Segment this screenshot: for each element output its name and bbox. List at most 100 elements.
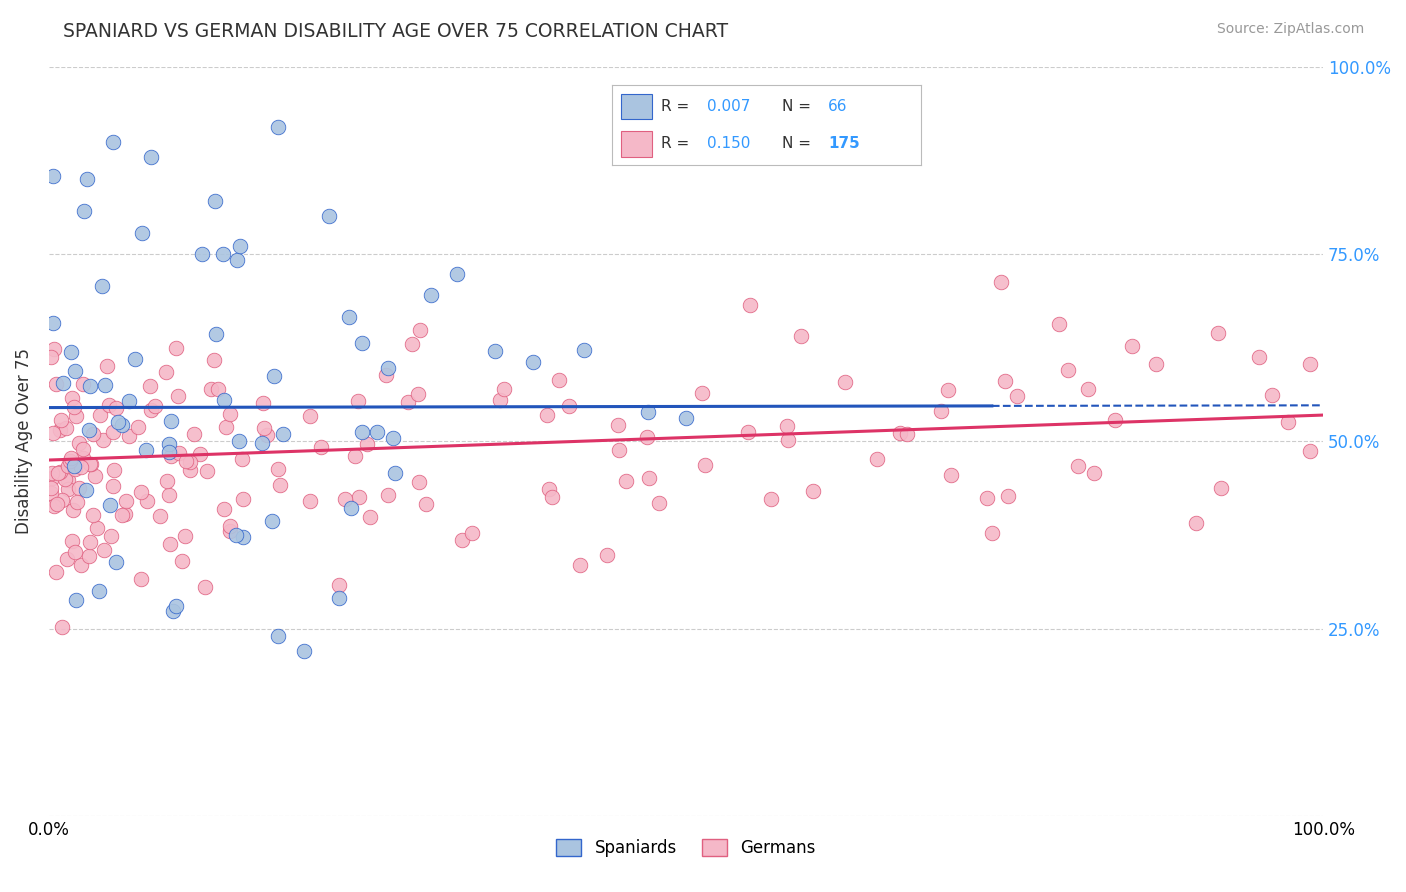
Point (72, 451, 94, 466)
Point (834, 375, 856, 389)
Point (267, 629, 290, 643)
Point (63, 462, 86, 476)
Point (98, 498, 121, 512)
Point (77, 423, 100, 437)
Point (1121, 339, 1143, 353)
Point (143, 399, 166, 413)
Point (79, 535, 101, 549)
Point (1083, 467, 1105, 481)
Point (156, 474, 179, 488)
Point (141, 403, 163, 417)
Point (298, 493, 321, 508)
Y-axis label: Disability Age Over 75: Disability Age Over 75 (15, 348, 32, 534)
Point (41, 485, 63, 500)
Point (637, 405, 659, 419)
Point (41, 471, 63, 485)
Point (420, 287, 443, 301)
Point (55, 421, 77, 435)
Point (675, 411, 697, 425)
Point (384, 467, 406, 481)
Point (737, 425, 759, 439)
Point (165, 599, 187, 614)
Point (90, 279, 112, 293)
Point (42, 342, 65, 356)
Point (648, 496, 671, 510)
Point (60, 534, 83, 549)
Point (1005, 389, 1028, 403)
Point (997, 489, 1019, 503)
Point (98, 398, 121, 412)
Point (340, 501, 363, 516)
Point (46, 497, 69, 511)
Point (159, 437, 181, 451)
Point (548, 373, 571, 387)
Point (759, 492, 782, 507)
Point (105, 555, 128, 569)
Point (82, 508, 104, 522)
Point (271, 426, 294, 441)
Point (107, 415, 129, 429)
Point (540, 490, 562, 504)
Point (115, 493, 138, 508)
Point (789, 329, 811, 343)
Point (596, 548, 619, 562)
Point (1260, 388, 1282, 402)
Point (778, 433, 800, 447)
Point (212, 392, 235, 407)
Point (135, 442, 157, 457)
Point (41, 425, 63, 440)
Point (1066, 458, 1088, 473)
Point (39, 481, 62, 495)
Point (218, 407, 240, 421)
Point (76, 172, 98, 186)
Point (129, 485, 152, 500)
Point (204, 194, 226, 209)
Point (536, 408, 558, 422)
Point (103, 463, 125, 477)
Point (1184, 516, 1206, 531)
Point (994, 374, 1017, 388)
Point (408, 475, 430, 489)
Point (159, 537, 181, 551)
Point (377, 488, 399, 502)
Bar (621, 131, 652, 157)
Point (172, 554, 194, 568)
Point (165, 342, 187, 356)
Point (1277, 416, 1299, 430)
Point (374, 368, 396, 382)
Point (72, 442, 94, 456)
Point (101, 425, 124, 440)
Point (89, 408, 111, 422)
Point (219, 519, 242, 533)
Point (127, 419, 149, 434)
Point (41, 169, 63, 183)
Point (52, 376, 75, 390)
Point (1206, 326, 1229, 340)
Point (63, 459, 86, 474)
Point (191, 247, 214, 261)
Point (118, 429, 141, 443)
Point (253, 421, 276, 435)
Point (87, 583, 110, 598)
Point (461, 526, 484, 541)
Point (889, 425, 911, 440)
Point (558, 399, 581, 413)
Point (218, 524, 240, 539)
Point (250, 435, 273, 450)
Point (382, 431, 405, 445)
Text: Source: ZipAtlas.com: Source: ZipAtlas.com (1216, 22, 1364, 37)
Point (51, 492, 73, 507)
Point (197, 465, 219, 479)
Point (232, 492, 254, 507)
Point (62, 502, 84, 516)
Point (48, 465, 70, 479)
Point (212, 502, 235, 516)
Point (607, 418, 630, 433)
Point (337, 310, 360, 325)
Point (212, 246, 235, 260)
Point (803, 483, 825, 498)
Point (929, 404, 952, 418)
Point (328, 591, 350, 605)
Point (42, 316, 65, 330)
Point (333, 491, 356, 506)
